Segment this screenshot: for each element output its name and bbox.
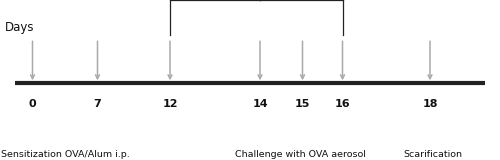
Text: 12: 12 (162, 99, 178, 109)
Text: 14: 14 (252, 99, 268, 109)
Text: Days: Days (5, 21, 34, 34)
Text: 7: 7 (94, 99, 102, 109)
Text: 15: 15 (295, 99, 310, 109)
Text: 0: 0 (28, 99, 36, 109)
Text: Challenge with OVA aerosol: Challenge with OVA aerosol (234, 150, 366, 159)
Text: Scarification: Scarification (403, 150, 462, 159)
Text: 18: 18 (422, 99, 438, 109)
Text: 16: 16 (334, 99, 350, 109)
Text: Sensitization OVA/Alum i.p.: Sensitization OVA/Alum i.p. (0, 150, 130, 159)
